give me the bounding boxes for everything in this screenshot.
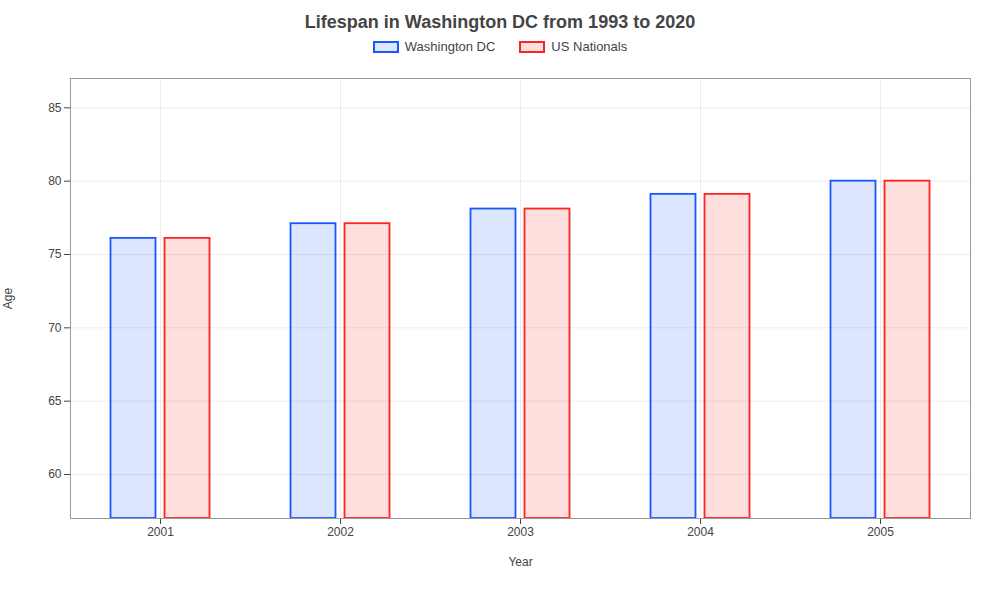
svg-text:2001: 2001: [147, 525, 174, 539]
svg-text:85: 85: [48, 101, 62, 115]
html-text:Lifespan in Washington DC from: Lifespan in Washington DC from 1993 to 2…: [304, 12, 696, 32]
svg-text:70: 70: [48, 321, 62, 335]
html-text:US Nationals: US Nationals: [551, 39, 628, 54]
svg-text:2005: 2005: [867, 525, 894, 539]
svg-text:2003: 2003: [507, 525, 534, 539]
svg-text:75: 75: [48, 247, 62, 261]
svg-text:60: 60: [48, 467, 62, 481]
html-text:Washington DC: Washington DC: [404, 39, 496, 54]
svg-text:80: 80: [48, 174, 62, 188]
svg-text:65: 65: [48, 394, 62, 408]
svg-text:Year: Year: [508, 555, 532, 569]
svg-text:2002: 2002: [327, 525, 354, 539]
svg-text:2004: 2004: [687, 525, 714, 539]
svg-text:Age: Age: [1, 288, 15, 310]
